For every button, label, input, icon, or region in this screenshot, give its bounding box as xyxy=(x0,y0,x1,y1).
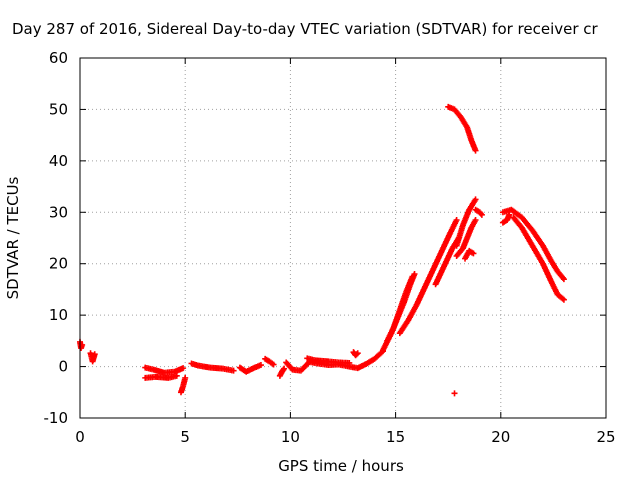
data-series-sdtvar xyxy=(77,103,567,397)
data-point xyxy=(409,273,416,280)
y-tick-label: 20 xyxy=(49,255,68,273)
data-point xyxy=(560,296,567,303)
y-tick-label: 10 xyxy=(49,306,68,324)
data-point xyxy=(91,351,98,358)
data-point xyxy=(560,276,567,283)
data-point xyxy=(182,374,189,381)
data-point xyxy=(478,211,485,218)
y-tick-label: 50 xyxy=(49,100,68,118)
chart-title: Day 287 of 2016, Sidereal Day-to-day VTE… xyxy=(12,20,599,38)
data-point xyxy=(180,365,187,372)
x-tick-label: 0 xyxy=(75,428,85,446)
y-tick-labels: -10 0 10 20 30 40 50 60 xyxy=(44,49,69,427)
data-point xyxy=(472,217,479,223)
y-axis-label: SDTVAR / TECUs xyxy=(4,176,22,299)
data-point xyxy=(472,196,479,203)
y-tick-label: 0 xyxy=(58,358,68,376)
y-tick-label: -10 xyxy=(44,409,69,427)
plot-border xyxy=(79,57,607,419)
data-point xyxy=(230,367,237,374)
data-point xyxy=(270,361,277,368)
data-point xyxy=(506,211,513,218)
data-point xyxy=(470,250,477,257)
data-point xyxy=(453,217,460,223)
x-tick-label: 15 xyxy=(386,428,405,446)
x-tick-label: 20 xyxy=(491,428,510,446)
x-tick-labels: 0 5 10 15 20 25 xyxy=(75,428,615,446)
data-point xyxy=(346,359,353,366)
data-point xyxy=(173,372,180,379)
data-point xyxy=(281,365,288,372)
grid xyxy=(80,58,606,418)
y-tick-label: 40 xyxy=(49,152,68,170)
data-point xyxy=(353,351,360,358)
y-tick-label: 60 xyxy=(49,49,68,67)
data-point xyxy=(354,350,361,357)
x-tick-label: 25 xyxy=(596,428,615,446)
data-point xyxy=(451,390,458,397)
x-tick-label: 5 xyxy=(180,428,190,446)
data-point xyxy=(472,147,479,154)
x-tick-label: 10 xyxy=(281,428,300,446)
data-point xyxy=(257,362,264,369)
x-axis-label: GPS time / hours xyxy=(278,457,404,475)
y-tick-label: 30 xyxy=(49,203,68,221)
